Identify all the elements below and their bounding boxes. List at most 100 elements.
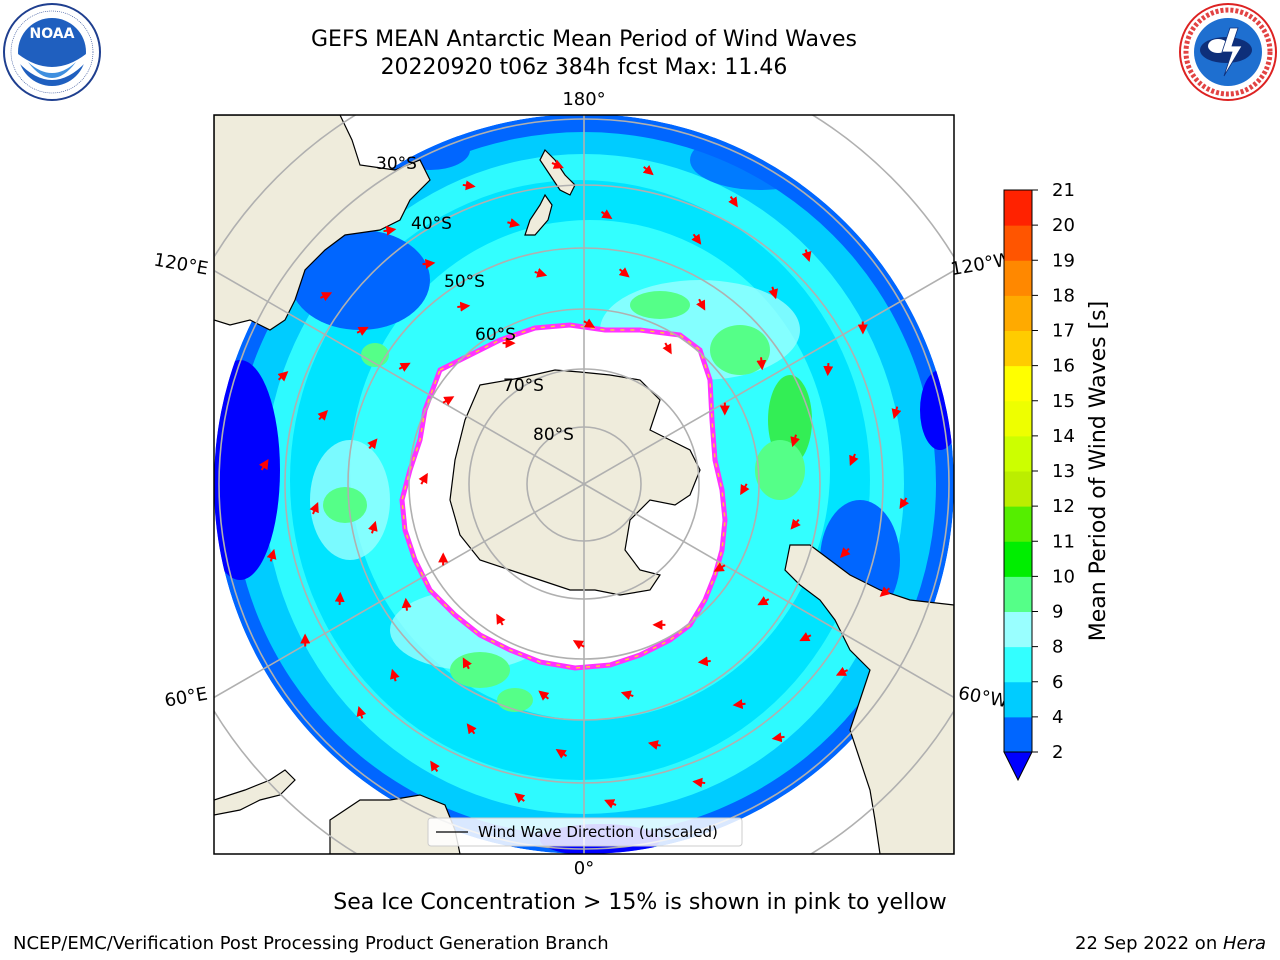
colorbar-tick-label: 9	[1052, 602, 1063, 623]
colorbar-tick-label: 11	[1052, 531, 1075, 552]
wave-arrow	[356, 326, 369, 336]
footer-right: 22 Sep 2022 on Hera	[1075, 933, 1266, 954]
wave-arrow	[277, 371, 289, 382]
wave-arrow	[422, 258, 436, 269]
lat-label-80s: 80°S	[533, 425, 574, 445]
wave-arrow	[768, 286, 778, 300]
lon-label-120e: 120°E	[152, 249, 210, 279]
colorbar-tick-label: 2	[1052, 742, 1063, 763]
lat-label-30s: 30°S	[376, 154, 417, 174]
wave-arrow	[319, 292, 333, 302]
wave-arrow	[849, 453, 859, 466]
wave-arrow	[642, 165, 654, 176]
wave-arrow	[618, 267, 630, 278]
colorbar-bin	[1004, 611, 1032, 648]
legend-label: Wind Wave Direction (unscaled)	[478, 823, 718, 841]
wave-arrow	[514, 792, 526, 803]
wave-arrow	[507, 218, 521, 228]
colorbar-bin	[1004, 295, 1032, 331]
wave-arrow	[583, 318, 596, 328]
wave-arrow	[367, 438, 378, 450]
lon-label-60w: 60°W	[957, 683, 1010, 712]
noaa-logo-text: NOAA	[30, 26, 75, 42]
wave-arrow	[457, 301, 471, 312]
lat-label-70s: 70°S	[503, 376, 544, 396]
wave-arrow	[442, 396, 455, 406]
colorbar-bin	[1004, 260, 1032, 296]
wave-arrow	[879, 586, 891, 597]
footer-date: 22 Sep 2022 on	[1075, 933, 1223, 954]
colorbar-bin	[1004, 681, 1032, 718]
lon-label-0: 0°	[574, 858, 594, 879]
colorbar-tick-label: 17	[1052, 321, 1075, 342]
colorbar-tick-label: 21	[1052, 180, 1075, 201]
wave-arrow	[801, 249, 812, 262]
wave-arrow	[604, 799, 617, 809]
colorbar-tick-label: 18	[1052, 285, 1075, 306]
colorbar-tick-label: 13	[1052, 461, 1075, 482]
wave-arrow	[401, 597, 412, 611]
wave-arrow	[692, 777, 706, 788]
wave-arrow	[555, 748, 568, 759]
wave-arrow	[713, 562, 726, 572]
wave-arrow	[383, 225, 397, 236]
colorbar-tick-label: 16	[1052, 356, 1075, 377]
wave-arrow	[899, 497, 910, 510]
colorbar-tick-label: 8	[1052, 637, 1063, 658]
colorbar-bin	[1004, 471, 1032, 507]
colorbar-bin	[1004, 330, 1032, 367]
wave-arrow	[662, 342, 672, 355]
footer-host: Hera	[1222, 933, 1266, 954]
lat-label-50s: 50°S	[444, 272, 485, 292]
lon-label-180: 180°	[562, 89, 605, 110]
map-area: Wind Wave Direction (unscaled)	[214, 115, 954, 854]
wave-arrow	[740, 483, 750, 496]
wave-arrow	[466, 723, 477, 735]
colorbar-bin	[1004, 190, 1032, 226]
wave-arrow	[462, 180, 476, 191]
wave-arrow	[430, 760, 440, 772]
colorbar-tick-label: 6	[1052, 672, 1063, 693]
colorbar: 2 4 6 8 9 10 11 12 13 14 15 16 17 18 19 20 21 Mean Perio…	[1003, 180, 1111, 782]
colorbar-bin	[1004, 225, 1032, 261]
wave-arrow	[835, 666, 849, 676]
wave-arrow	[647, 740, 661, 750]
colorbar-tick-label: 14	[1052, 426, 1075, 447]
wave-arrow	[600, 209, 613, 220]
lat-label-40s: 40°S	[411, 214, 452, 234]
nws-logo	[1179, 3, 1277, 101]
wave-arrow	[309, 502, 319, 515]
colorbar-under-arrow	[1003, 751, 1033, 782]
wave-arrow	[496, 613, 506, 626]
wave-arrow	[891, 406, 902, 420]
wave-arrow	[756, 357, 767, 371]
colorbar-label: Mean Period of Wind Waves [s]	[1086, 301, 1111, 641]
wave-arrow	[390, 668, 400, 682]
wave-arrow	[771, 732, 785, 743]
colorbar-tick-label: 12	[1052, 496, 1075, 517]
colorbar-tick-label: 15	[1052, 391, 1075, 412]
colorbar-tick-label: 19	[1052, 250, 1075, 271]
colorbar-bin	[1004, 400, 1032, 437]
wave-arrow	[334, 591, 345, 605]
wave-arrow	[462, 657, 472, 670]
chart-subtitle: 20220920 t06z 384h fcst Max: 11.46	[380, 55, 788, 80]
latitude-labels: 30°S 40°S 50°S 60°S 70°S 80°S	[376, 154, 574, 445]
wave-arrow	[790, 434, 800, 448]
colorbar-tick-label: 4	[1052, 707, 1063, 728]
lon-label-60e: 60°E	[163, 683, 209, 711]
noaa-logo: NOAA	[3, 3, 101, 101]
lat-label-60s: 60°S	[475, 325, 516, 345]
wave-arrow	[696, 298, 706, 311]
ice-caption: Sea Ice Concentration > 15% is shown in …	[333, 890, 947, 915]
wave-arrow	[258, 458, 269, 471]
colorbar-bin	[1004, 435, 1032, 472]
wave-arrow	[823, 363, 834, 377]
wave-arrow	[620, 690, 634, 700]
wave-arrow	[757, 596, 770, 606]
map-legend: Wind Wave Direction (unscaled)	[427, 817, 743, 847]
colorbar-bin	[1004, 716, 1032, 753]
wave-arrow	[790, 518, 801, 530]
colorbar-bin	[1004, 541, 1032, 577]
